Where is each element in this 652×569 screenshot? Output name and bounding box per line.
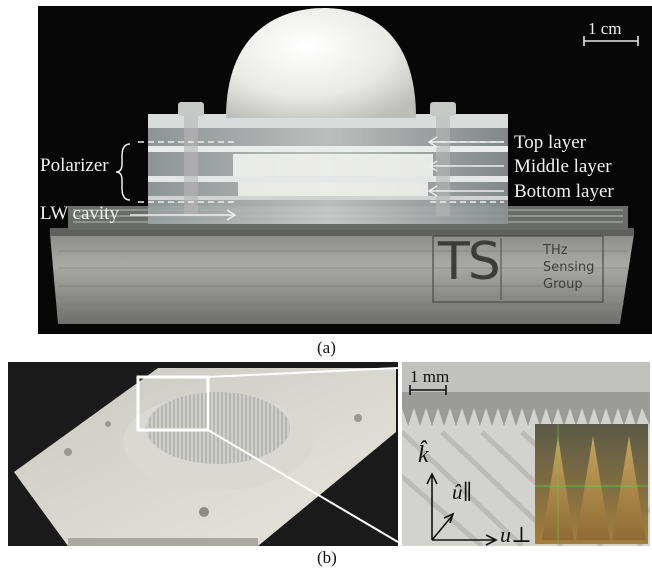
photo-assembled-polarizer: Polarizer LW cavity Top layer Middle lay… xyxy=(38,6,652,334)
photo-spike-closeup: 1 mm k̂ û∥ u⊥ xyxy=(402,362,650,546)
logo-text: THz Sensing Group xyxy=(543,242,594,293)
axis-k-label: k̂ xyxy=(418,442,429,468)
caption-b: (b) xyxy=(317,548,337,567)
axis-u-parallel-label: û∥ xyxy=(452,480,473,504)
axis-u-perp-label: u⊥ xyxy=(500,522,532,546)
dome-lens xyxy=(226,8,416,118)
assembly-illustration xyxy=(50,8,639,324)
middle-layer-label: Middle layer xyxy=(514,156,612,177)
closeup-illustration xyxy=(402,362,650,546)
axes-arrows xyxy=(426,472,498,546)
scale-bar-b xyxy=(409,385,447,395)
logo-line-1: THz xyxy=(543,243,568,258)
plate-illustration xyxy=(14,367,398,546)
scale-bar-b-label: 1 mm xyxy=(410,367,450,386)
logo-line-2: Sensing xyxy=(543,260,595,275)
scale-bar-a xyxy=(583,36,639,46)
logo-letters: TS xyxy=(438,232,501,292)
bolt-right xyxy=(430,102,456,116)
logo-line-3: Group xyxy=(543,277,583,292)
scale-bar-a-label: 1 cm xyxy=(588,19,622,38)
spike-array xyxy=(146,392,290,464)
polarizer-label: Polarizer xyxy=(40,155,109,176)
logo-frame xyxy=(432,235,604,303)
zoom-box xyxy=(136,375,210,432)
lw-cavity-label: LW cavity xyxy=(40,203,119,224)
caption-a: (a) xyxy=(317,338,336,357)
photo-polarizer-plate xyxy=(8,362,398,546)
top-layer-label: Top layer xyxy=(514,132,587,153)
bottom-layer-label: Bottom layer xyxy=(514,181,614,202)
bolt-left xyxy=(178,102,204,116)
